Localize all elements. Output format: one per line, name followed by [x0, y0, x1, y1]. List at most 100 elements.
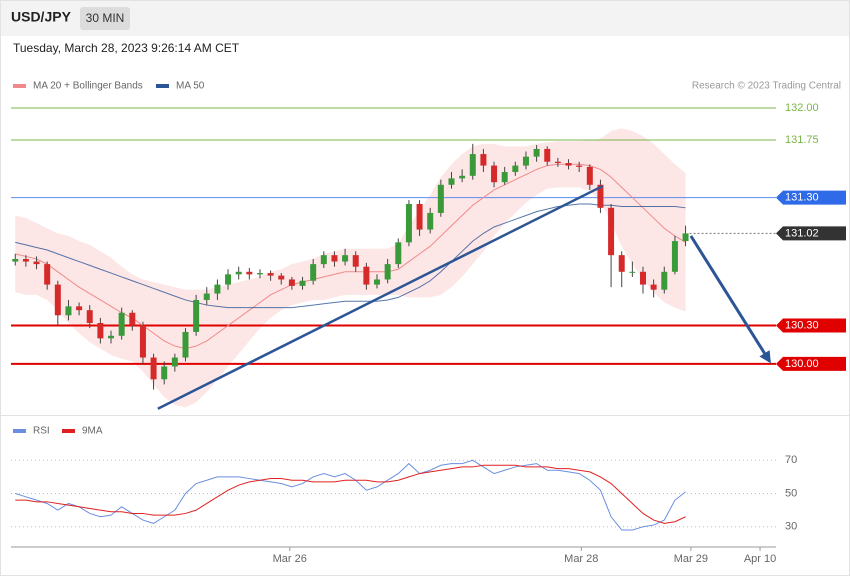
candle-body [491, 165, 498, 183]
level-tag [776, 226, 846, 241]
candle-body [416, 203, 423, 230]
candle-body [363, 266, 370, 285]
candle-body [129, 312, 136, 326]
candle-body [12, 258, 19, 262]
level-tag [776, 190, 846, 205]
candle-body [203, 293, 210, 300]
candle-body [682, 233, 689, 242]
candle-body [618, 255, 625, 272]
level-tag [776, 318, 846, 333]
level-tag [776, 356, 846, 371]
candle-body [54, 284, 61, 316]
rsi-line [15, 464, 686, 524]
legend-swatch [13, 84, 26, 88]
candle-body [256, 273, 263, 275]
candle-body [288, 279, 295, 286]
candle-body [86, 310, 93, 323]
level-label: 131.75 [785, 134, 819, 146]
candle-body [448, 178, 455, 185]
candle-body [246, 271, 253, 275]
datetime: Tuesday, March 28, 2023 9:26:14 AM CET [13, 41, 240, 55]
candle-body [437, 184, 444, 213]
legend-label: 9MA [82, 426, 103, 437]
candle-body [661, 271, 668, 290]
candle-body [108, 335, 115, 339]
candle-body [214, 284, 221, 294]
candle-body [650, 284, 657, 290]
ma-line [15, 163, 686, 350]
candle-body [671, 241, 678, 272]
x-tick-label: Mar 29 [674, 553, 708, 565]
candle-body [299, 280, 306, 286]
symbol: USD/JPY [11, 9, 72, 25]
candle-body [469, 154, 476, 176]
candle-body [76, 306, 83, 311]
candle-body [225, 274, 232, 285]
candle-body [405, 203, 412, 243]
candle-body [150, 357, 157, 380]
legend-label: RSI [33, 426, 50, 437]
y-tick-label: 50 [785, 487, 797, 499]
candle-body [310, 264, 317, 281]
candle-body [629, 271, 636, 273]
legend-swatch [13, 429, 26, 433]
credit: Research © 2023 Trading Central [692, 81, 841, 92]
legend-swatch [156, 84, 169, 88]
candle-body [193, 299, 200, 332]
level-label: 130.00 [785, 358, 819, 370]
candle-body [171, 357, 178, 367]
header-bar [1, 1, 849, 36]
candle-body [374, 279, 381, 285]
legend-label: MA 50 [176, 81, 205, 92]
candle-body [342, 255, 349, 262]
candle-body [278, 275, 285, 280]
trendline [157, 184, 604, 410]
candle-body [352, 255, 359, 267]
candle-body [22, 258, 29, 262]
level-label: 131.02 [785, 227, 819, 239]
candle-body [320, 255, 327, 265]
candle-body [395, 242, 402, 265]
candle-body [118, 312, 125, 336]
legend-label: MA 20 + Bollinger Bands [33, 81, 143, 92]
candle-body [512, 165, 519, 172]
candle-body [554, 161, 561, 164]
level-label: 132.00 [785, 102, 819, 114]
candle-body [161, 366, 168, 380]
candle-body [586, 166, 593, 185]
x-tick-label: Mar 28 [564, 553, 598, 565]
candle-body [544, 148, 551, 162]
candle-body [384, 264, 391, 280]
candle-body [139, 325, 146, 358]
candle-body [97, 322, 104, 339]
interval[interactable]: 30 MIN [86, 11, 125, 25]
y-tick-label: 30 [785, 521, 797, 533]
x-tick-label: Apr 10 [744, 553, 776, 565]
level-label: 131.30 [785, 191, 819, 203]
candle-body [640, 271, 647, 285]
candle-body [501, 171, 508, 183]
y-tick-label: 70 [785, 454, 797, 466]
candle-body [235, 271, 242, 275]
level-label: 130.30 [785, 319, 819, 331]
candle-body [65, 306, 72, 316]
forecast-arrow [689, 235, 771, 364]
candle-body [459, 175, 466, 179]
x-tick-label: Mar 26 [273, 553, 307, 565]
candle-body [33, 261, 40, 265]
candle-body [597, 184, 604, 208]
candle-body [427, 212, 434, 230]
legend-swatch [62, 429, 75, 433]
candle-body [182, 331, 189, 358]
candle-body [44, 264, 51, 285]
candle-body [576, 165, 583, 167]
candle-body [522, 156, 529, 166]
ma-line [15, 203, 686, 309]
interval-button[interactable] [80, 7, 130, 30]
candle-body [533, 148, 540, 157]
candle-body [267, 273, 274, 276]
rsi-line [15, 459, 686, 531]
candle-body [331, 255, 338, 262]
